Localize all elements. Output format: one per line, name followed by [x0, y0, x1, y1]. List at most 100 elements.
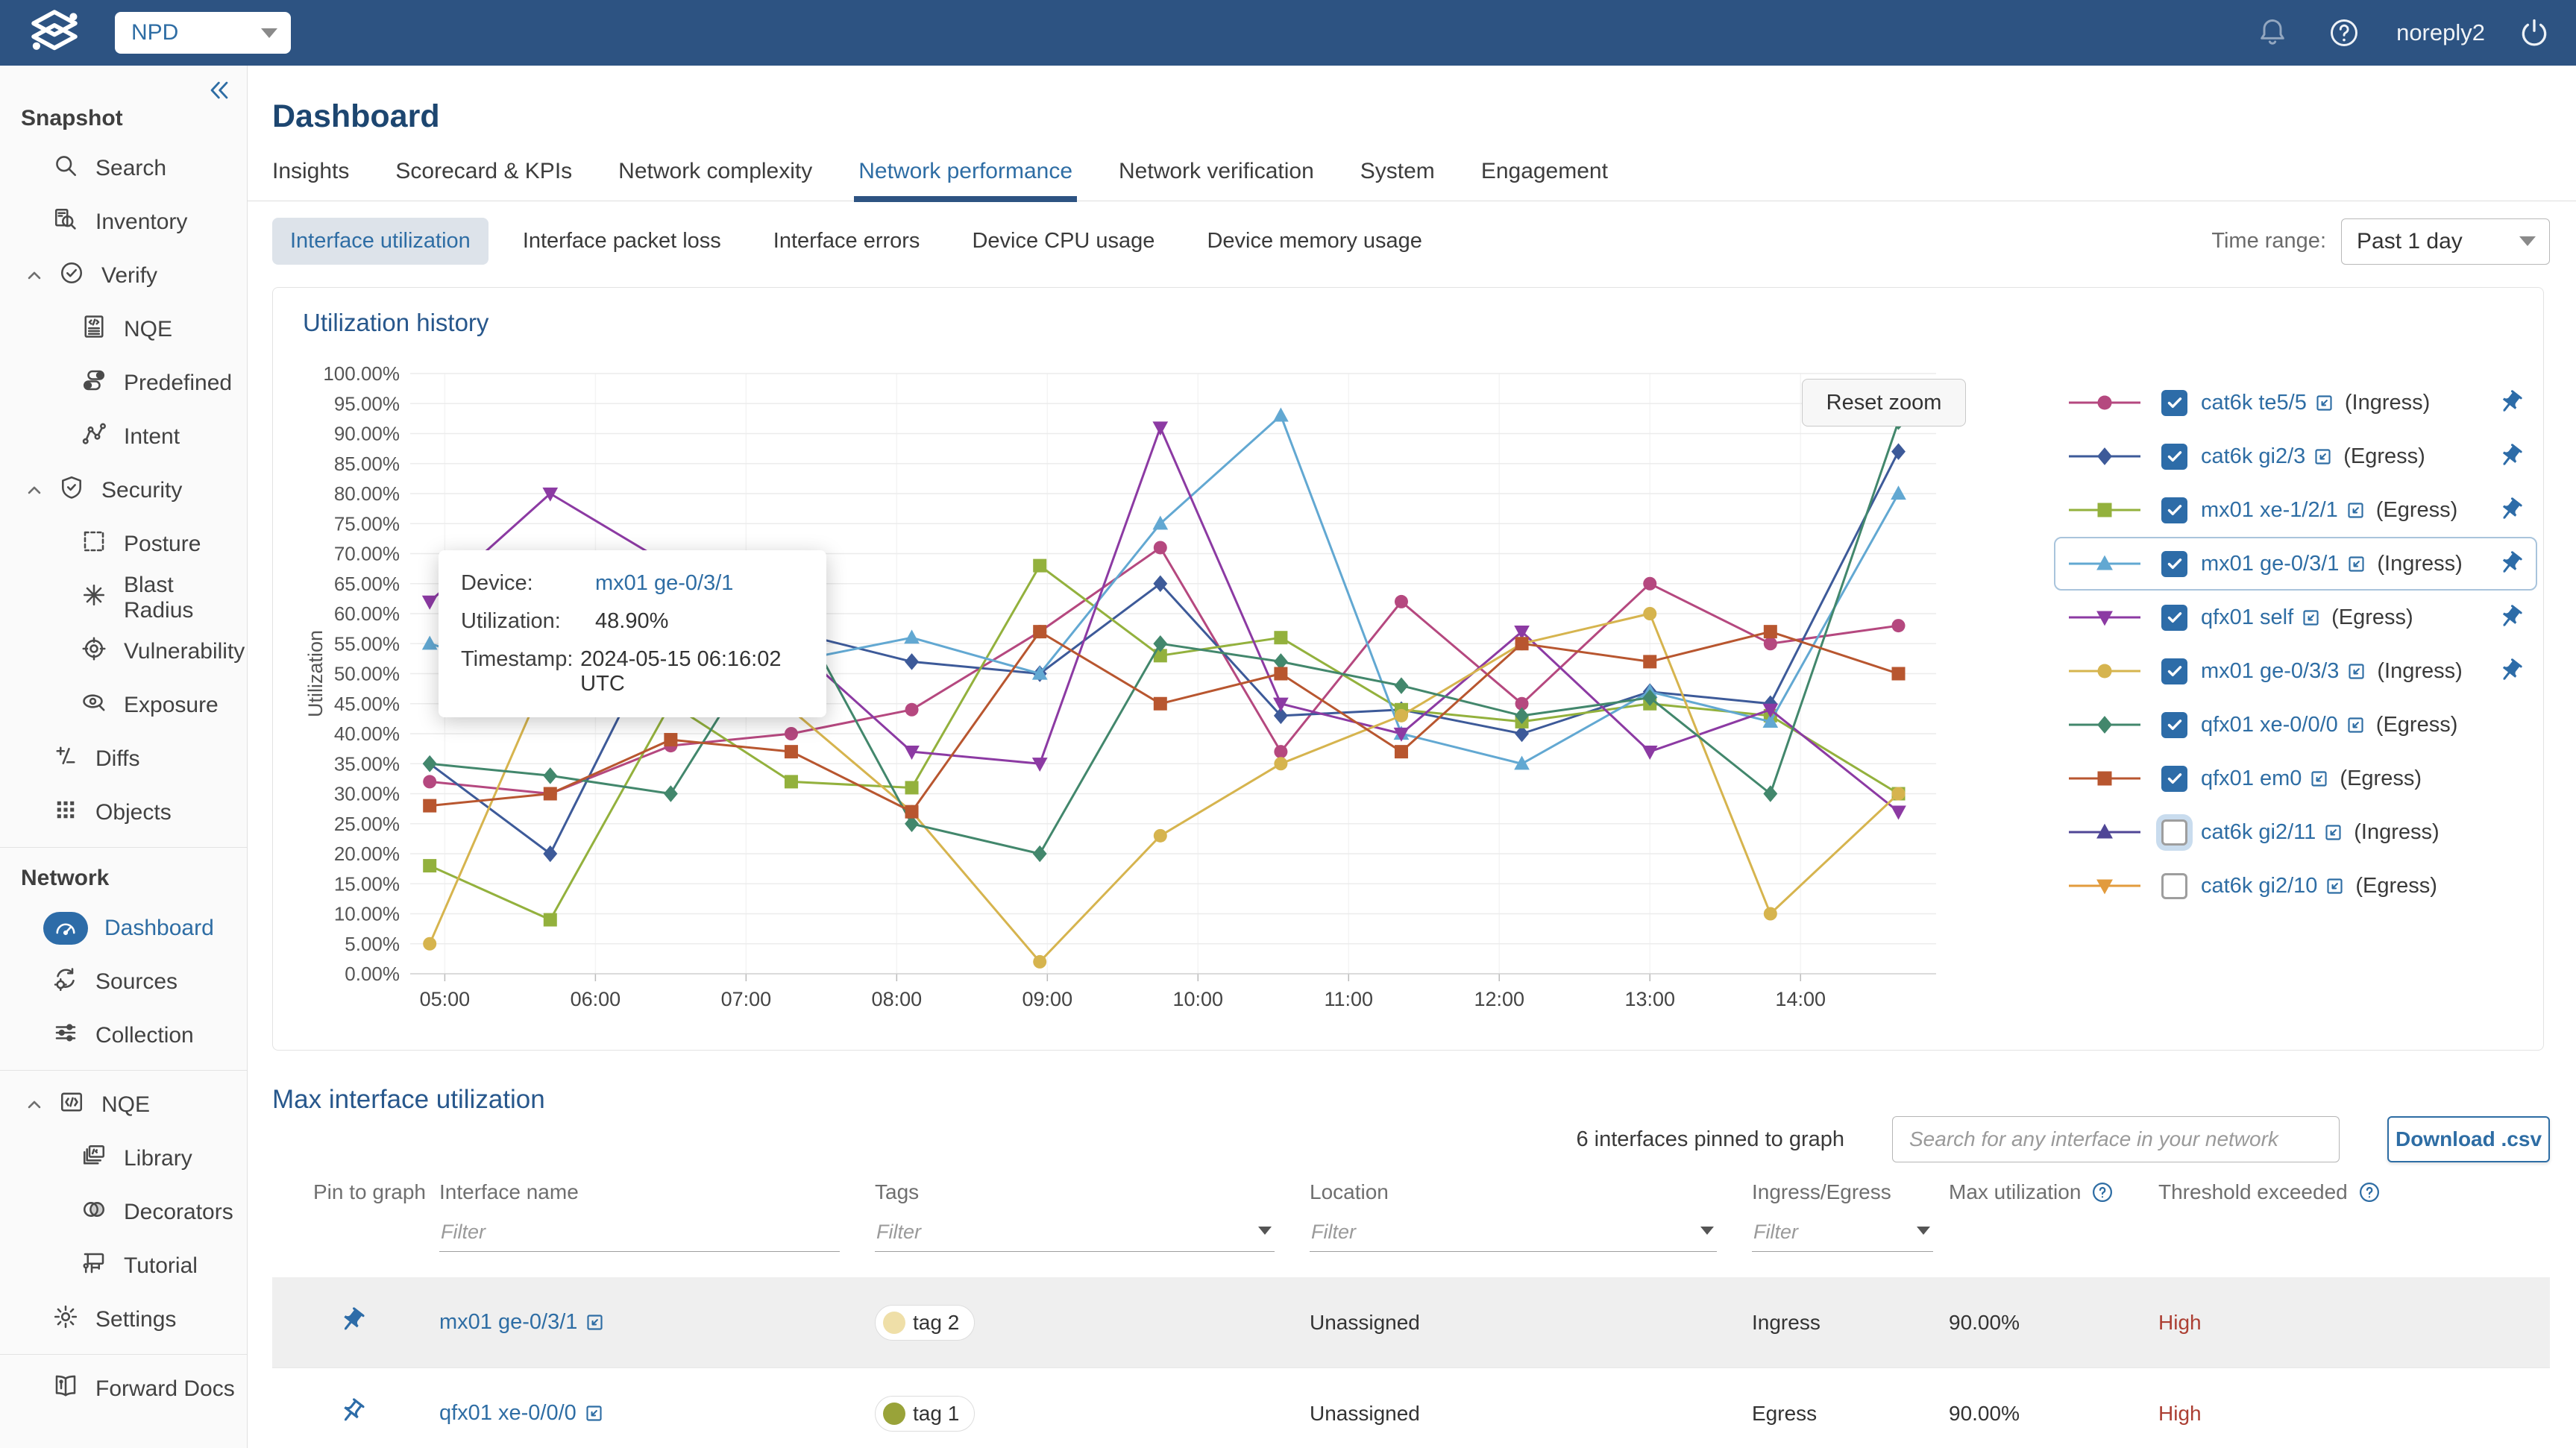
legend-item-qfx01-em0[interactable]: qfx01 em0 (Egress)	[2054, 752, 2537, 805]
chevron-down-icon[interactable]	[1916, 1227, 1930, 1235]
sidebar-item-sources[interactable]: Sources	[0, 955, 247, 1009]
popout-icon[interactable]	[584, 1403, 604, 1423]
series-checkbox[interactable]	[2161, 604, 2187, 631]
sidebar-item-settings[interactable]: Settings	[0, 1293, 247, 1347]
legend-item-mx01-xe-1-2-1[interactable]: mx01 xe-1/2/1 (Egress)	[2054, 483, 2537, 537]
sidebar-item-forward-docs[interactable]: Forward Docs	[0, 1362, 247, 1416]
interface-link[interactable]: mx01 ge-0/3/3	[2201, 658, 2340, 683]
tag-chip[interactable]: tag 1	[875, 1395, 976, 1432]
sidebar-item-diffs[interactable]: Diffs	[0, 732, 247, 786]
popout-icon[interactable]	[2309, 769, 2329, 789]
chevron-down-icon[interactable]	[1258, 1227, 1272, 1235]
popout-icon[interactable]	[2346, 661, 2366, 681]
tag-chip[interactable]: tag 2	[875, 1304, 976, 1341]
sidebar-item-predefined[interactable]: Predefined	[0, 356, 247, 410]
series-checkbox[interactable]	[2161, 658, 2187, 684]
popout-icon[interactable]	[2346, 715, 2366, 735]
time-range-select[interactable]: Past 1 day	[2341, 218, 2550, 265]
sidebar-group-nqe[interactable]: NQE	[0, 1078, 247, 1132]
interface-link[interactable]: mx01 ge-0/3/1	[439, 1310, 578, 1334]
popout-icon[interactable]	[2323, 822, 2343, 843]
notifications-bell-icon[interactable]	[2256, 16, 2289, 49]
series-checkbox[interactable]	[2161, 443, 2187, 470]
subtab-interface-packet-loss[interactable]: Interface packet loss	[522, 229, 721, 253]
sidebar-item-objects[interactable]: Objects	[0, 786, 247, 840]
sidebar-item-posture[interactable]: Posture	[0, 517, 247, 571]
popout-icon[interactable]	[585, 1312, 605, 1332]
sidebar-item-collection[interactable]: Collection	[0, 1009, 247, 1063]
legend-item-cat6k-gi2-10[interactable]: cat6k gi2/10 (Egress)	[2054, 859, 2537, 913]
filter-location-input[interactable]	[1310, 1213, 1717, 1252]
sidebar-item-exposure[interactable]: Exposure	[0, 679, 247, 732]
sidebar-item-library[interactable]: Library	[0, 1132, 247, 1186]
reset-zoom-button[interactable]: Reset zoom	[1802, 379, 1966, 426]
pin-icon[interactable]	[2497, 443, 2524, 470]
popout-icon[interactable]	[2313, 447, 2333, 467]
sidebar-item-inventory[interactable]: Inventory	[0, 195, 247, 249]
series-checkbox[interactable]	[2161, 872, 2187, 899]
popout-icon[interactable]	[2301, 608, 2321, 628]
subtab-device-cpu-usage[interactable]: Device CPU usage	[972, 229, 1155, 253]
legend-item-cat6k-te5-5[interactable]: cat6k te5/5 (Ingress)	[2054, 376, 2537, 429]
filter-direction-input[interactable]	[1752, 1213, 1933, 1252]
help-icon[interactable]	[2091, 1181, 2114, 1203]
sidebar-item-vulnerability[interactable]: Vulnerability	[0, 625, 247, 679]
sidebar-group-security[interactable]: Security	[0, 464, 247, 517]
legend-item-cat6k-gi2-3[interactable]: cat6k gi2/3 (Egress)	[2054, 429, 2537, 483]
tab-engagement[interactable]: Engagement	[1480, 159, 1608, 183]
chevron-up-icon[interactable]	[24, 480, 45, 501]
tab-network-complexity[interactable]: Network complexity	[618, 159, 813, 183]
chevron-down-icon[interactable]	[1700, 1227, 1714, 1235]
sidebar-item-blast-radius[interactable]: Blast Radius	[0, 571, 247, 625]
interface-link[interactable]: cat6k gi2/10	[2201, 873, 2318, 898]
filter-interface-name[interactable]	[439, 1213, 841, 1252]
sidebar-item-intent[interactable]: Intent	[0, 410, 247, 464]
subtab-interface-utilization[interactable]: Interface utilization	[272, 218, 489, 265]
sidebar-item-decorators[interactable]: Decorators	[0, 1186, 247, 1239]
popout-icon[interactable]	[2314, 393, 2334, 413]
tab-scorecard-kpis[interactable]: Scorecard & KPIs	[395, 159, 573, 183]
interface-search-input[interactable]	[1892, 1116, 2340, 1162]
subtab-interface-errors[interactable]: Interface errors	[773, 229, 920, 253]
legend-item-cat6k-gi2-11[interactable]: cat6k gi2/11 (Ingress)	[2054, 805, 2537, 859]
sidebar-item-dashboard[interactable]: Dashboard	[0, 901, 247, 955]
tab-network-performance[interactable]: Network performance	[854, 159, 1077, 202]
popout-icon[interactable]	[2346, 554, 2366, 574]
series-checkbox[interactable]	[2161, 389, 2187, 416]
interface-link[interactable]: qfx01 xe-0/0/0	[2201, 712, 2338, 737]
collapse-sidebar-icon[interactable]	[207, 78, 232, 103]
interface-link[interactable]: qfx01 xe-0/0/0	[439, 1401, 577, 1425]
legend-item-qfx01-self[interactable]: qfx01 self (Egress)	[2054, 591, 2537, 644]
subtab-device-memory-usage[interactable]: Device memory usage	[1207, 229, 1422, 253]
sidebar-group-verify[interactable]: Verify	[0, 249, 247, 303]
filter-location[interactable]	[1310, 1213, 1717, 1252]
table-row-qfx01-xe-0-0-0[interactable]: qfx01 xe-0/0/0 tag 1 Unassigned Egress 9…	[272, 1368, 2550, 1448]
popout-icon[interactable]	[2346, 500, 2366, 520]
series-checkbox[interactable]	[2161, 711, 2187, 738]
filter-ingress-egress[interactable]	[1752, 1213, 1933, 1252]
tab-insights[interactable]: Insights	[272, 159, 350, 183]
popout-icon[interactable]	[2325, 876, 2345, 896]
filter-tags-input[interactable]	[875, 1213, 1275, 1252]
pin-icon[interactable]	[2497, 604, 2524, 631]
pin-icon[interactable]	[338, 1306, 366, 1335]
series-checkbox[interactable]	[2161, 819, 2187, 846]
pin-icon[interactable]	[2497, 550, 2524, 577]
series-checkbox[interactable]	[2161, 765, 2187, 792]
chevron-up-icon[interactable]	[24, 265, 45, 286]
interface-link[interactable]: qfx01 self	[2201, 605, 2294, 629]
series-checkbox[interactable]	[2161, 550, 2187, 577]
legend-item-qfx01-xe-0-0-0[interactable]: qfx01 xe-0/0/0 (Egress)	[2054, 698, 2537, 752]
pin-icon[interactable]	[2497, 389, 2524, 416]
sidebar-item-tutorial[interactable]: Tutorial	[0, 1239, 247, 1293]
interface-link[interactable]: cat6k gi2/11	[2201, 819, 2316, 844]
pin-icon[interactable]	[2497, 497, 2524, 523]
tab-network-verification[interactable]: Network verification	[1119, 159, 1314, 183]
network-selector[interactable]: NPD	[115, 12, 291, 54]
interface-link[interactable]: mx01 xe-1/2/1	[2201, 497, 2338, 522]
tooltip-device-link[interactable]: mx01 ge-0/3/1	[595, 571, 734, 595]
help-icon[interactable]	[2328, 16, 2360, 49]
interface-link[interactable]: cat6k gi2/3	[2201, 444, 2306, 468]
filter-interface-input[interactable]	[439, 1213, 841, 1252]
utilization-chart[interactable]: 05:00 06:00 07:00 08:00 09:00 10:00 11:00 12:00…	[295, 359, 2011, 1033]
